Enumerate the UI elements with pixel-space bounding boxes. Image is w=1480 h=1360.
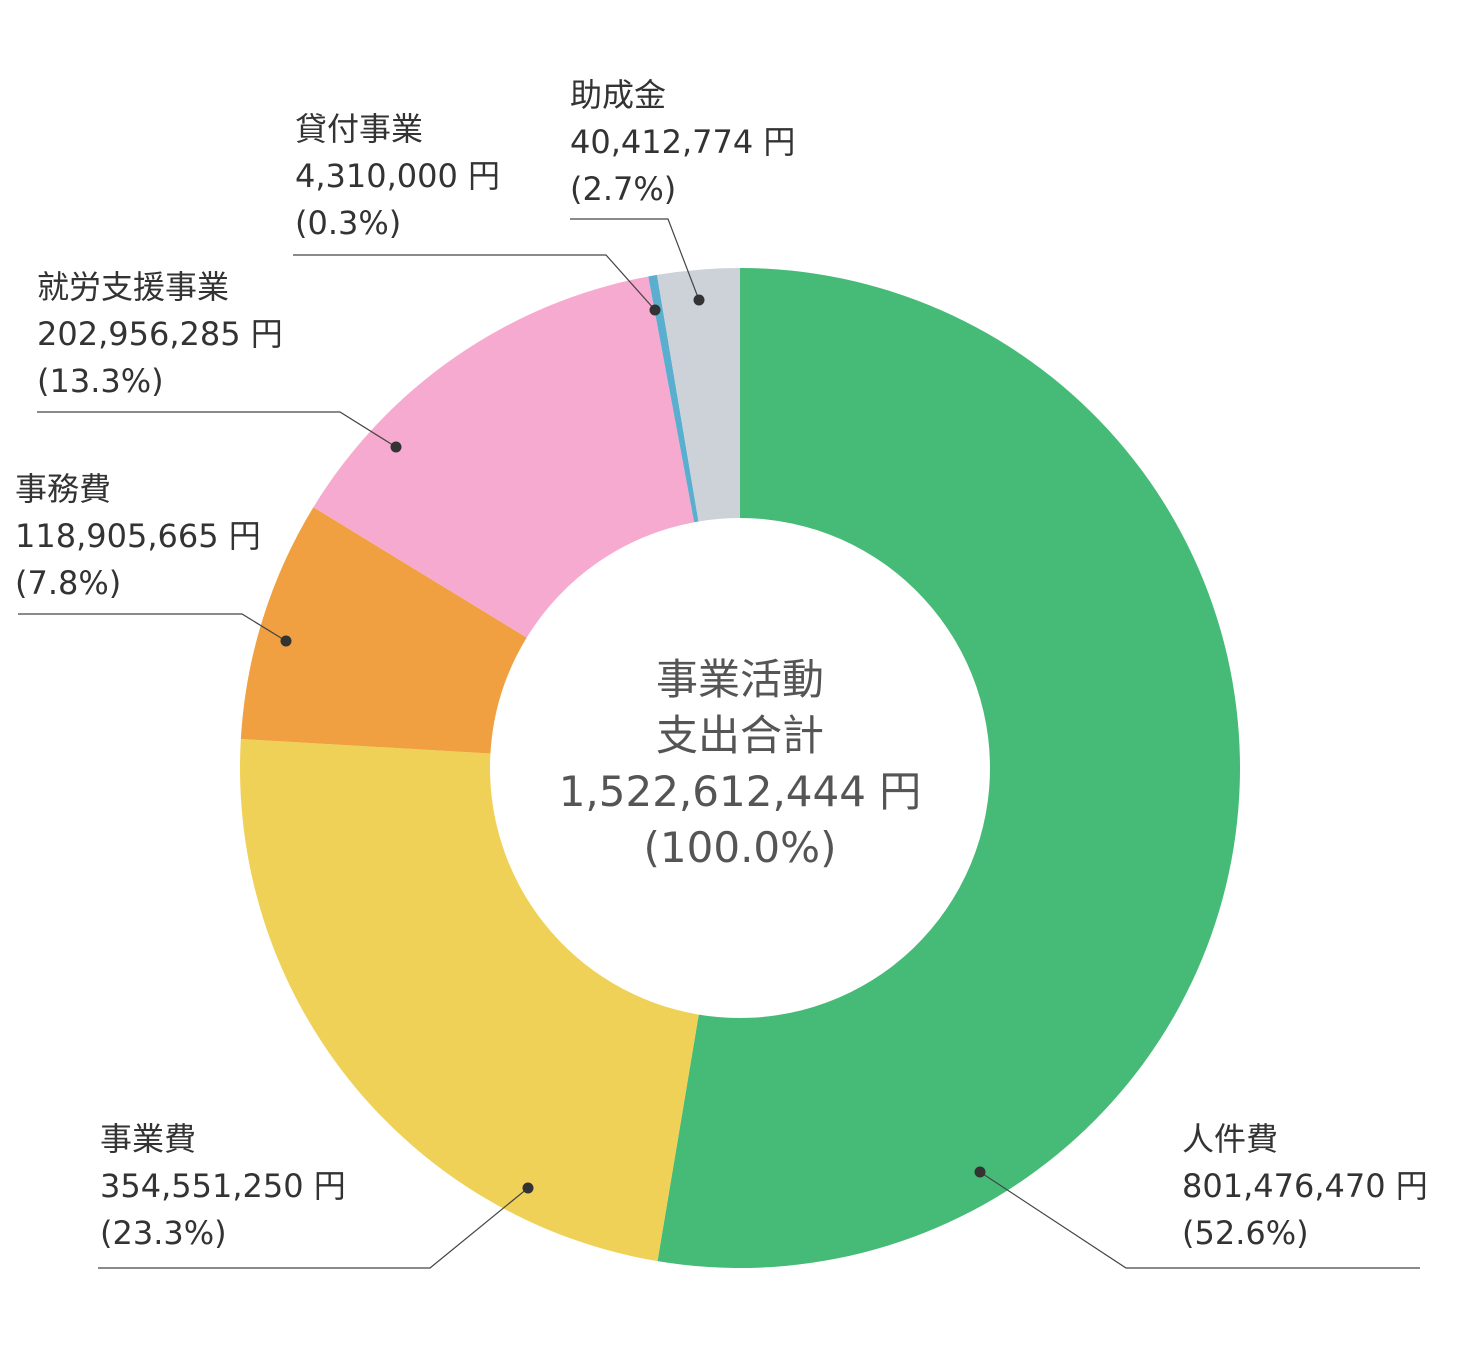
slice-2-leader-dot	[280, 635, 292, 647]
slice-4-amount-text: 4,310,000 円	[295, 157, 500, 195]
slice-5-percent-text: (2.7%)	[570, 170, 676, 208]
slice-4-percent-text: (0.3%)	[295, 204, 401, 242]
slice-3-percent-text: (13.3%)	[37, 362, 164, 400]
slices-layer	[240, 268, 1240, 1268]
slice-2-amount-text: 118,905,665 円	[15, 517, 261, 555]
slice-4-leader-dot	[649, 304, 661, 316]
slice-1-arc	[240, 738, 699, 1262]
slice-2-name-text: 事務費	[15, 470, 111, 508]
slice-0-label: 人件費 801,476,470 円 (52.6%)	[1182, 1120, 1428, 1252]
slice-5-leader-line	[570, 218, 700, 301]
slice-0-leader-line	[979, 1171, 1420, 1269]
slice-1-percent-text: (23.3%)	[100, 1214, 227, 1252]
slice-1-leader-line	[98, 1187, 529, 1269]
slice-4-arc	[648, 274, 699, 523]
slice-3-label: 就労支援事業 202,956,285 円 (13.3%)	[37, 268, 283, 400]
center-label: 事業活動 支出合計 1,522,612,444 円 (100.0%)	[559, 655, 922, 872]
slice-0-amount-text: 801,476,470 円	[1182, 1167, 1428, 1205]
slice-2-leader-line	[18, 613, 287, 642]
slice-4-name-text: 貸付事業	[295, 110, 423, 148]
slice-5-label: 助成金 40,412,774 円 (2.7%)	[570, 76, 795, 208]
slice-1-leader-dot	[522, 1182, 534, 1194]
slice-4-leader-line	[293, 254, 656, 311]
slice-0-percent-text: (52.6%)	[1182, 1214, 1309, 1252]
slice-2-label: 事務費 118,905,665 円 (7.8%)	[15, 470, 261, 602]
slice-4-label: 貸付事業 4,310,000 円 (0.3%)	[295, 110, 500, 242]
slice-3-amount-text: 202,956,285 円	[37, 315, 283, 353]
slice-3-name-text: 就労支援事業	[37, 268, 229, 306]
slice-3-arc	[313, 276, 695, 638]
center-title-line1: 事業活動	[656, 655, 824, 704]
slice-3-leader-line	[37, 411, 397, 448]
slice-0-arc	[657, 268, 1240, 1268]
slice-5-leader-dot	[693, 294, 705, 306]
slice-1-label: 事業費 354,551,250 円 (23.3%)	[100, 1120, 346, 1252]
center-total-percent: (100.0%)	[644, 823, 837, 872]
slice-2-percent-text: (7.8%)	[15, 564, 121, 602]
slice-0-leader-dot	[974, 1166, 986, 1178]
slice-5-arc	[657, 268, 740, 522]
labels-layer: 人件費 801,476,470 円 (52.6%) 事業費 354,551,250 円 (…	[15, 76, 1428, 1252]
slice-0-name-text: 人件費	[1182, 1120, 1278, 1158]
slice-2-arc	[240, 507, 527, 754]
center-total-amount: 1,522,612,444 円	[559, 767, 922, 816]
center-title-line2: 支出合計	[656, 711, 824, 760]
slice-5-amount-text: 40,412,774 円	[570, 123, 795, 161]
slice-1-name-text: 事業費	[100, 1120, 196, 1158]
leaders-layer	[18, 218, 1420, 1269]
slice-1-amount-text: 354,551,250 円	[100, 1167, 346, 1205]
slice-3-leader-dot	[390, 441, 402, 453]
slice-5-name-text: 助成金	[570, 76, 666, 114]
